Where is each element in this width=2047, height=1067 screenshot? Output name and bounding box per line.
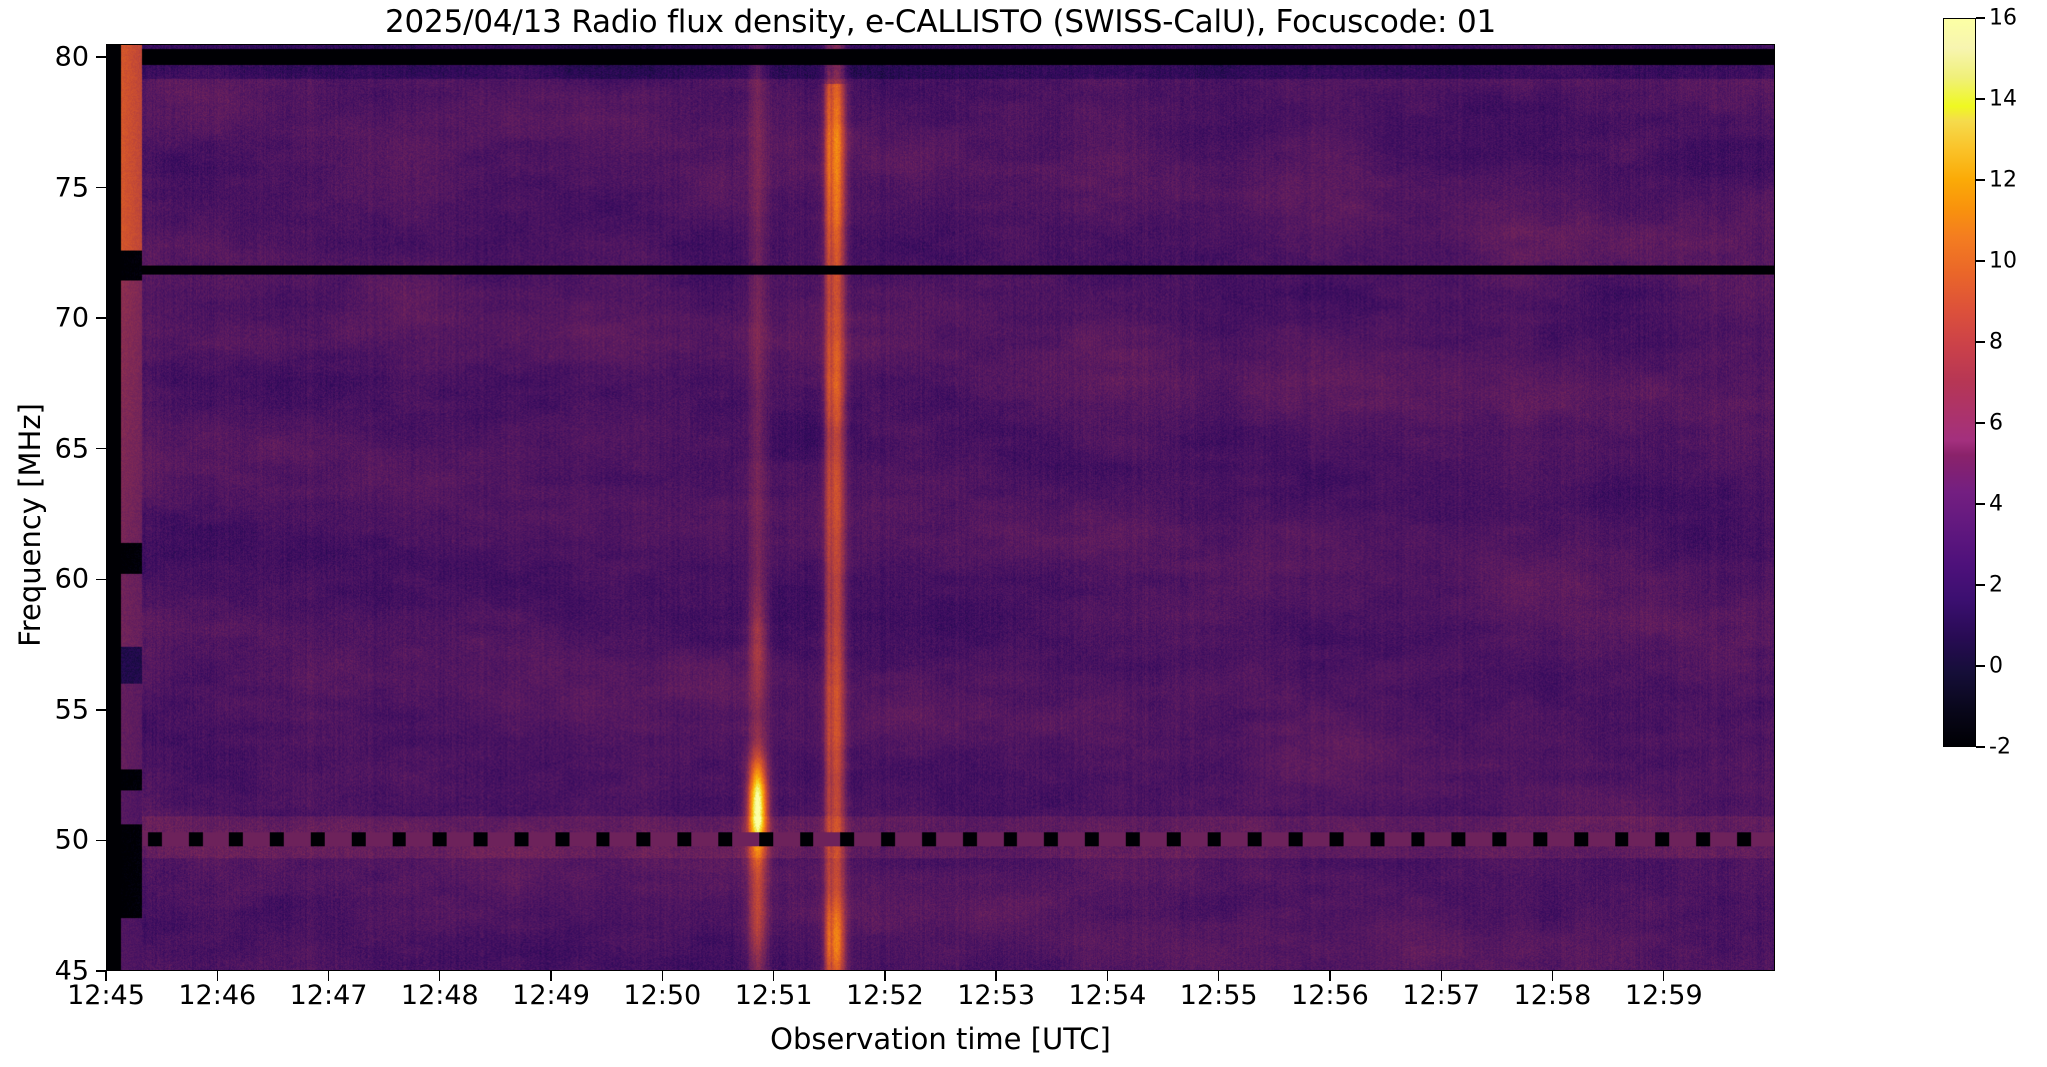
colorbar-tick-label: 14 — [1989, 86, 2017, 112]
colorbar-tick-label: 2 — [1989, 572, 2003, 598]
colorbar-tick-label: 12 — [1989, 167, 2017, 193]
colorbar-tick-mark — [1976, 746, 1985, 748]
spectrogram-image — [107, 45, 1774, 970]
x-tick-label: 12:47 — [289, 980, 368, 1011]
y-tick-mark — [96, 56, 106, 58]
x-tick-label: 12:51 — [734, 980, 813, 1011]
x-tick-mark — [884, 971, 886, 981]
x-tick-label: 12:54 — [1068, 980, 1147, 1011]
x-tick-mark — [1329, 971, 1331, 981]
x-tick-mark — [661, 971, 664, 981]
y-tick-label: 80 — [54, 41, 89, 73]
y-tick-label: 75 — [54, 172, 89, 204]
y-tick-mark — [96, 578, 106, 580]
x-tick-label: 12:48 — [400, 980, 479, 1011]
x-tick-mark — [1440, 971, 1442, 981]
colorbar-tick-mark — [1976, 503, 1985, 505]
x-tick-mark — [1106, 971, 1109, 981]
colorbar-tick-label: 4 — [1989, 491, 2003, 517]
x-tick-label: 12:59 — [1624, 980, 1703, 1011]
x-tick-label: 12:46 — [178, 980, 257, 1011]
y-tick-label: 70 — [54, 302, 89, 334]
page-title: 2025/04/13 Radio flux density, e-CALLIST… — [385, 4, 1496, 40]
colorbar-tick-mark — [1976, 341, 1985, 343]
y-tick-mark — [96, 317, 106, 319]
colorbar-tick-mark — [1976, 665, 1985, 667]
colorbar-tick-mark — [1976, 17, 1985, 19]
x-tick-label: 12:52 — [845, 980, 924, 1011]
y-tick-label: 60 — [54, 563, 89, 595]
colorbar-tick-mark — [1976, 422, 1985, 424]
x-tick-mark — [1663, 971, 1665, 981]
colorbar-tick-label: 10 — [1989, 248, 2017, 274]
x-axis-label: Observation time [UTC] — [770, 1022, 1111, 1056]
y-tick-mark — [96, 186, 106, 189]
y-axis-label: Frequency [MHz] — [13, 403, 47, 647]
colorbar-gradient — [1944, 19, 1975, 746]
x-tick-mark — [1551, 971, 1554, 981]
colorbar-tick-mark — [1976, 260, 1985, 262]
y-tick-mark — [96, 839, 106, 842]
colorbar-tick-label: 8 — [1989, 329, 2003, 355]
spectrogram-plot-area[interactable] — [106, 44, 1775, 971]
y-tick-mark — [96, 448, 106, 450]
x-tick-label: 12:49 — [512, 980, 590, 1011]
x-tick-label: 12:45 — [67, 980, 145, 1011]
colorbar-tick-label: -2 — [1989, 734, 2011, 760]
x-tick-label: 12:58 — [1513, 980, 1592, 1011]
colorbar-tick-mark — [1976, 179, 1985, 181]
y-tick-mark — [96, 970, 106, 972]
x-tick-label: 12:50 — [623, 980, 702, 1011]
x-tick-mark — [1217, 971, 1220, 981]
x-tick-mark — [105, 971, 107, 981]
colorbar-tick-label: 6 — [1989, 410, 2003, 436]
x-tick-mark — [216, 971, 218, 981]
x-tick-label: 12:53 — [957, 980, 1036, 1011]
colorbar-tick-label: 0 — [1989, 653, 2003, 679]
x-tick-mark — [439, 971, 441, 981]
colorbar-tick-label: 16 — [1989, 5, 2017, 31]
colorbar-tick-mark — [1976, 98, 1985, 100]
y-tick-mark — [96, 709, 106, 711]
y-tick-label: 65 — [54, 433, 89, 465]
x-tick-mark — [327, 971, 330, 981]
x-tick-label: 12:56 — [1291, 980, 1369, 1011]
colorbar-tick-mark — [1976, 584, 1985, 586]
colorbar[interactable] — [1943, 18, 1976, 747]
x-tick-mark — [995, 971, 997, 981]
y-tick-label: 50 — [54, 824, 89, 856]
x-tick-label: 12:57 — [1402, 980, 1481, 1011]
y-tick-label: 45 — [54, 955, 89, 987]
x-tick-mark — [550, 971, 552, 981]
x-tick-mark — [772, 971, 775, 981]
x-tick-label: 12:55 — [1179, 980, 1258, 1011]
y-tick-label: 55 — [54, 694, 89, 726]
